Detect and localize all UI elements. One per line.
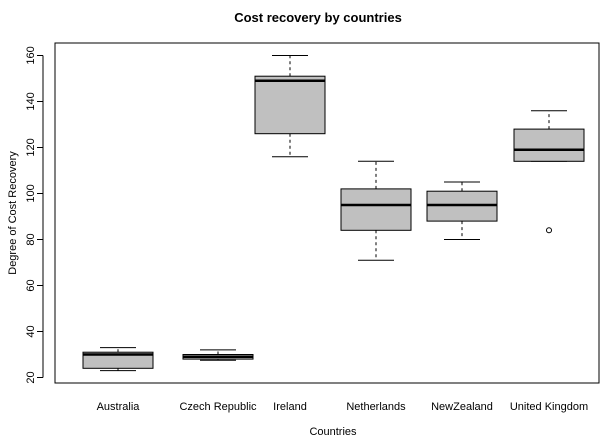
- box-netherlands: [340, 160, 412, 261]
- iqr-box: [82, 351, 154, 369]
- chart-title: Cost recovery by countries: [234, 10, 402, 25]
- x-tick-label: Czech Republic: [179, 401, 257, 413]
- y-tick-label: 80: [25, 233, 37, 245]
- x-tick-label: Netherlands: [346, 401, 406, 413]
- y-tick-label: 140: [25, 92, 37, 110]
- boxes-group: [82, 55, 585, 372]
- x-axis-label: Countries: [309, 426, 357, 438]
- box-australia: [82, 347, 154, 372]
- box-newzealand: [426, 181, 498, 240]
- x-tick-label: Australia: [97, 401, 141, 413]
- y-axis-label: Degree of Cost Recovery: [7, 151, 19, 275]
- x-tick-label: United Kingdom: [510, 401, 588, 413]
- y-tick-label: 60: [25, 279, 37, 291]
- plot-frame: [54, 42, 600, 384]
- x-tick-label: Ireland: [273, 401, 307, 413]
- y-axis: 20 40 60 80 100 120 140 160: [25, 46, 44, 384]
- iqr-box: [340, 188, 412, 231]
- iqr-box: [254, 75, 326, 135]
- box-czech-republic: [182, 349, 254, 361]
- box-united-kingdom: [513, 110, 585, 234]
- y-tick-label: 100: [25, 184, 37, 202]
- iqr-box: [513, 128, 585, 162]
- y-tick-label: 160: [25, 46, 37, 64]
- y-tick-label: 120: [25, 138, 37, 156]
- box-ireland: [254, 55, 326, 158]
- x-axis-tick-labels: Australia Czech Republic Ireland Netherland…: [97, 401, 589, 413]
- y-tick-label: 20: [25, 371, 37, 383]
- x-tick-label: NewZealand: [431, 401, 493, 413]
- outlier-point: [546, 227, 552, 234]
- y-tick-label: 40: [25, 325, 37, 337]
